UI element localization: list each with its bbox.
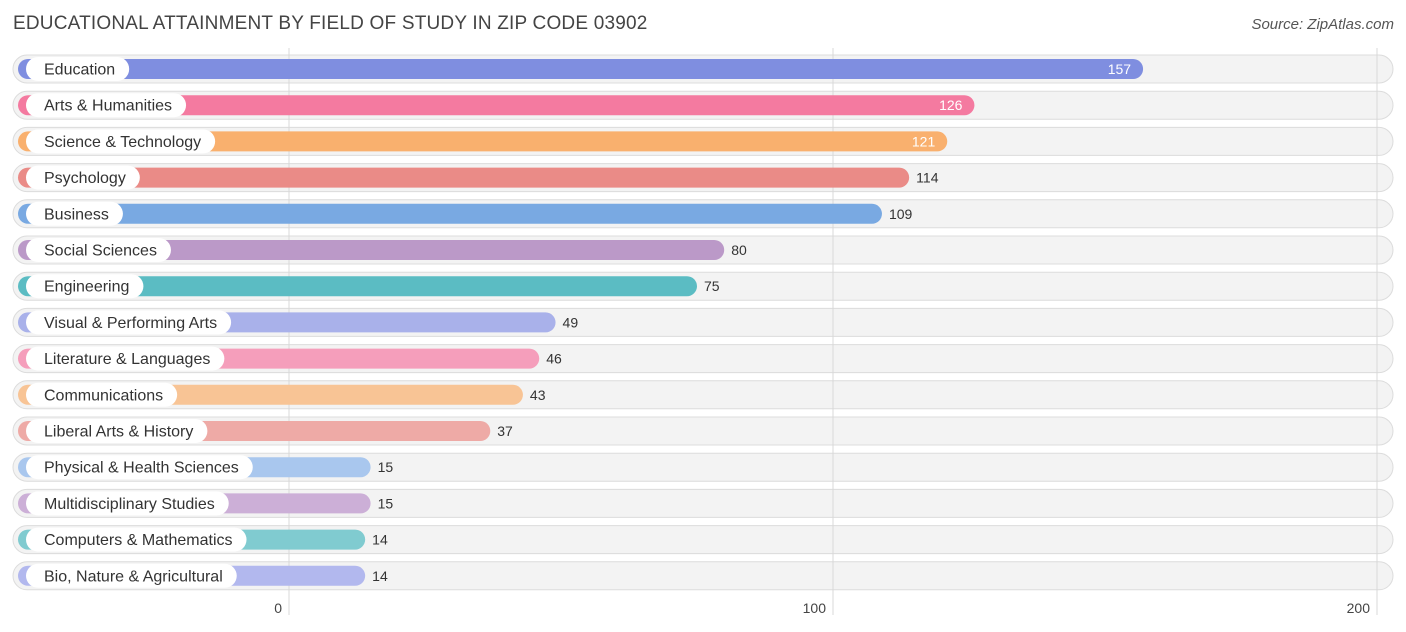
bar <box>18 240 725 260</box>
bar-group: Social Sciences 80 <box>18 238 747 262</box>
category-label: Education <box>44 62 115 79</box>
category-label: Psychology <box>44 170 126 187</box>
bar-group: Education 157 <box>18 57 1144 81</box>
bar-group: Computers & Mathematics 14 <box>18 527 388 552</box>
category-label-pill <box>26 238 171 262</box>
chart-rows: Education 157 Arts & Humanities 126 Science … <box>18 57 1144 588</box>
x-tick-label: 0 <box>274 600 282 616</box>
x-axis: 0 100 200 <box>274 600 1370 616</box>
category-label-pill <box>26 93 187 118</box>
bar-group: Business 109 <box>18 201 913 226</box>
category-label-pill <box>26 201 123 226</box>
value-label: 114 <box>916 170 939 186</box>
category-label-pill <box>26 419 208 443</box>
value-label: 75 <box>704 278 720 294</box>
bar-group: Psychology 114 <box>18 165 939 190</box>
category-label: Multidisciplinary Studies <box>44 496 215 513</box>
bar <box>18 59 1144 79</box>
chart-title: EDUCATIONAL ATTAINMENT BY FIELD OF STUDY… <box>13 13 648 34</box>
value-label: 43 <box>530 387 546 403</box>
bar-group: Literature & Languages 46 <box>18 346 562 371</box>
category-label: Physical & Health Sciences <box>44 460 239 477</box>
category-label-pill <box>26 129 216 154</box>
value-label: 126 <box>939 97 963 113</box>
category-label-pill <box>26 165 140 190</box>
category-label-pill <box>26 274 144 299</box>
bar-group: Physical & Health Sciences 15 <box>18 455 394 480</box>
bar <box>18 95 975 116</box>
category-label-pill <box>26 491 229 516</box>
bar-group: Arts & Humanities 126 <box>18 93 975 118</box>
value-label: 49 <box>563 314 579 330</box>
value-label: 121 <box>912 133 936 149</box>
value-label: 14 <box>372 532 388 548</box>
category-label-pill <box>26 527 247 552</box>
value-label: 37 <box>497 423 513 439</box>
bar <box>18 131 948 152</box>
category-label: Bio, Nature & Agricultural <box>44 568 223 585</box>
category-label: Business <box>44 206 109 223</box>
category-label: Computers & Mathematics <box>44 532 233 549</box>
value-label: 157 <box>1108 61 1132 77</box>
bar <box>18 203 882 224</box>
x-tick-label: 100 <box>803 600 827 616</box>
bar-group: Engineering 75 <box>18 274 720 299</box>
chart-source: Source: ZipAtlas.com <box>1251 16 1394 33</box>
value-label: 46 <box>546 351 562 367</box>
x-tick-label: 200 <box>1347 600 1371 616</box>
value-label: 15 <box>378 495 394 511</box>
value-label: 80 <box>731 242 747 258</box>
value-label: 15 <box>378 459 394 475</box>
category-label: Literature & Languages <box>44 351 210 368</box>
bar-group: Visual & Performing Arts 49 <box>18 310 579 335</box>
bar-group: Liberal Arts & History 37 <box>18 419 513 443</box>
category-label-pill <box>26 57 130 81</box>
bar-group: Multidisciplinary Studies 15 <box>18 491 394 516</box>
category-label-pill <box>26 382 178 407</box>
bar <box>18 167 910 188</box>
category-label: Visual & Performing Arts <box>44 315 217 332</box>
category-label-pill <box>26 310 232 335</box>
category-label: Communications <box>44 387 163 404</box>
category-label: Liberal Arts & History <box>44 424 193 441</box>
bar-group: Communications 43 <box>18 382 546 407</box>
category-label: Arts & Humanities <box>44 98 172 115</box>
category-label: Engineering <box>44 279 129 296</box>
category-label-pill <box>26 346 225 371</box>
category-label-pill <box>26 455 253 480</box>
value-label: 109 <box>889 206 913 222</box>
category-label-pill <box>26 563 237 588</box>
bar <box>18 276 697 297</box>
category-label: Science & Technology <box>44 134 201 151</box>
value-label: 14 <box>372 568 388 584</box>
bar-group: Science & Technology 121 <box>18 129 948 154</box>
bar-group: Bio, Nature & Agricultural 14 <box>18 563 388 588</box>
category-label: Social Sciences <box>44 243 157 260</box>
